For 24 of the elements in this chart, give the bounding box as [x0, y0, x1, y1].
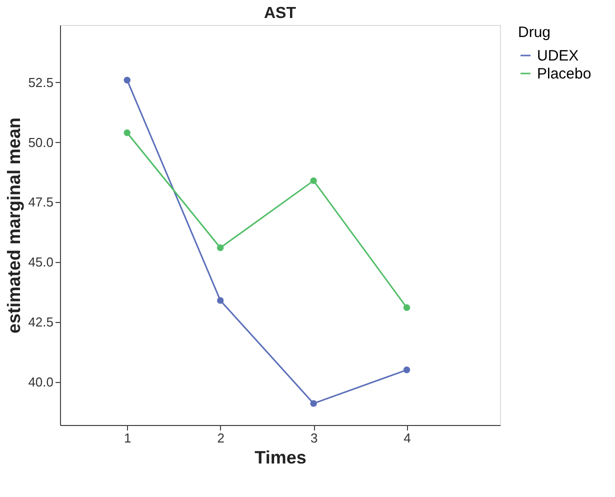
- point: [403, 366, 410, 374]
- legend-label: Placebo: [537, 66, 592, 82]
- y-tick-label: 42.5: [28, 314, 54, 330]
- y-tick-label: 52.5: [28, 74, 54, 90]
- y-tick-label: 40.0: [28, 374, 54, 390]
- legend-label: UDEX: [537, 48, 579, 64]
- chart-title: AST: [264, 5, 296, 22]
- y-axis-title: estimated marginal mean: [4, 117, 24, 334]
- y-tick-label: 50.0: [28, 134, 54, 150]
- legend-title: Drug: [518, 24, 551, 41]
- point: [124, 129, 130, 136]
- y-tick-label: 47.5: [28, 194, 54, 210]
- point: [216, 244, 224, 252]
- point: [310, 400, 317, 407]
- y-tick-label: 45.0: [28, 254, 54, 270]
- point: [310, 177, 317, 184]
- point: [124, 76, 130, 84]
- x-tick-label: 3: [310, 430, 318, 446]
- point: [216, 297, 224, 304]
- point: [403, 304, 410, 311]
- x-tick-label: 2: [217, 430, 224, 446]
- x-tick-label: 4: [404, 430, 411, 446]
- x-tick-label: 1: [124, 430, 132, 446]
- x-axis-title: Times: [254, 448, 306, 468]
